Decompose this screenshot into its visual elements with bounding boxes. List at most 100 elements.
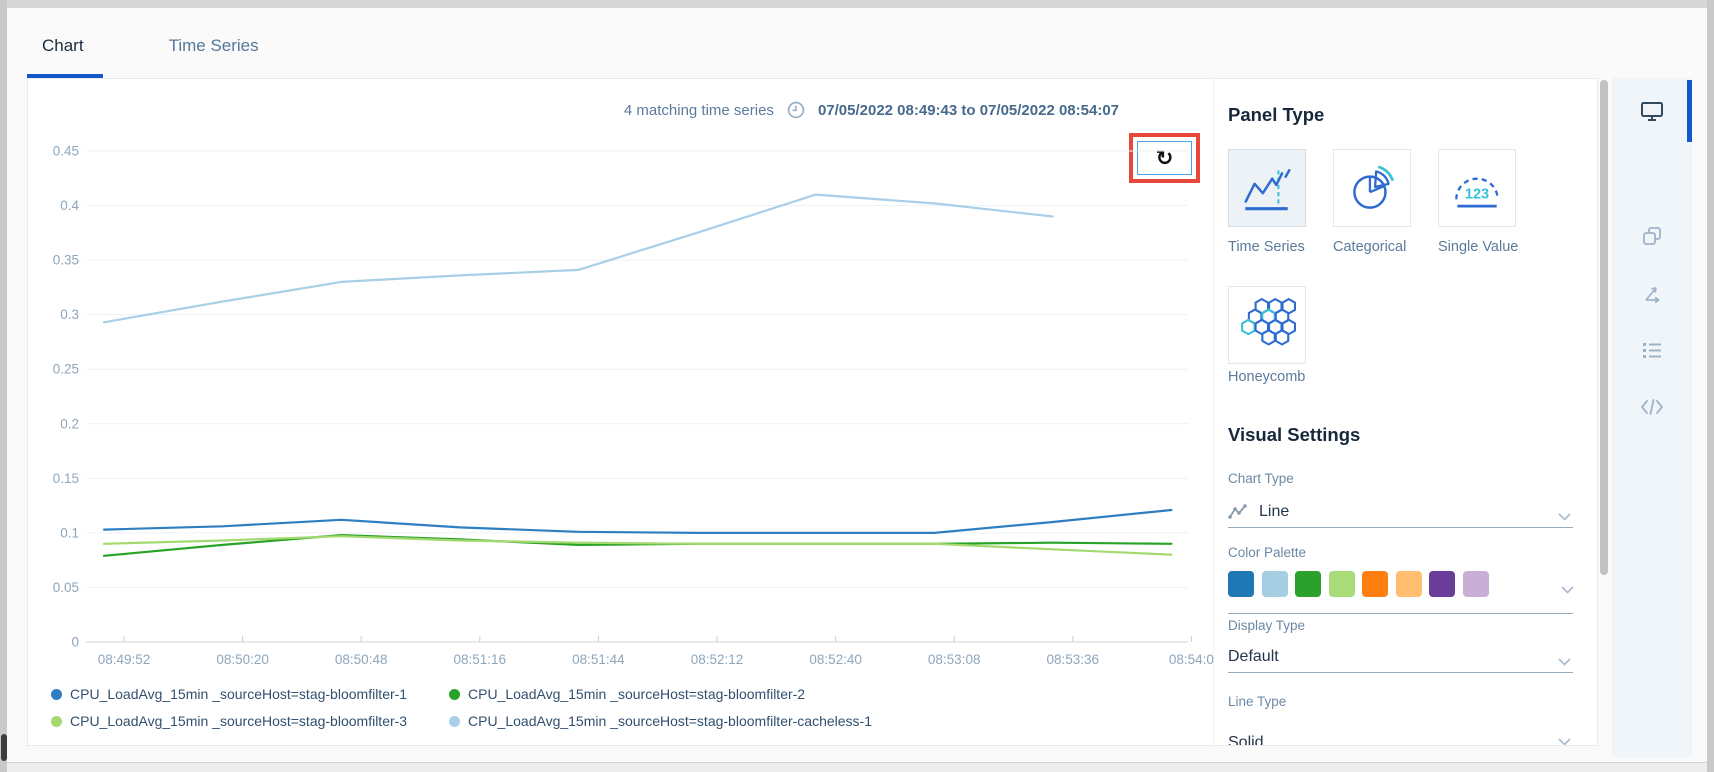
palette-swatch <box>1228 571 1254 597</box>
refresh-highlight-box: ↻ <box>1129 133 1200 183</box>
legend-item[interactable]: CPU_LoadAvg_15min _sourceHost=stag-bloom… <box>449 713 872 729</box>
panel-type-single-value-label: Single Value <box>1438 239 1519 255</box>
tab-time-series[interactable]: Time Series <box>168 36 259 55</box>
chart-editor-card: 4 matching time series 07/05/2022 08:49:… <box>27 78 1598 746</box>
series-line[interactable] <box>102 508 1173 534</box>
palette-underline <box>1228 613 1573 614</box>
chevron-down-icon <box>1558 508 1571 526</box>
tab-chart[interactable]: Chart <box>42 36 84 55</box>
line-type-label: Line Type <box>1228 694 1287 709</box>
chart-type-value: Line <box>1259 502 1290 520</box>
color-palette-label: Color Palette <box>1228 545 1307 560</box>
svg-text:0.1: 0.1 <box>60 525 79 540</box>
palette-swatch <box>1295 571 1321 597</box>
svg-text:0.4: 0.4 <box>60 198 79 213</box>
svg-text:0.05: 0.05 <box>53 580 79 595</box>
honeycomb-icon <box>1241 298 1296 346</box>
legend-series-name: CPU_LoadAvg_15min _sourceHost=stag-bloom… <box>70 686 408 702</box>
display-type-value: Default <box>1228 647 1279 665</box>
line-type-value: Solid <box>1228 734 1264 746</box>
window-horizontal-scrollbar-track[interactable] <box>0 762 1714 772</box>
active-tab-indicator <box>27 74 103 78</box>
panel-type-single-value[interactable]: 123 <box>1438 149 1516 227</box>
chevron-down-icon <box>1558 733 1571 745</box>
palette-swatch <box>1395 571 1422 597</box>
categorical-icon <box>1353 165 1395 209</box>
side-toolbar <box>1612 78 1692 758</box>
visual-settings-title: Visual Settings <box>1228 424 1361 445</box>
chart-type-label: Chart Type <box>1228 471 1294 486</box>
svg-text:08:51:44: 08:51:44 <box>572 652 625 667</box>
panel-type-honeycomb[interactable] <box>1228 286 1306 364</box>
svg-text:08:52:12: 08:52:12 <box>691 652 744 667</box>
svg-text:08:53:08: 08:53:08 <box>928 652 981 667</box>
palette-swatch <box>1362 571 1388 597</box>
palette-swatch <box>1429 571 1455 597</box>
svg-text:0.3: 0.3 <box>60 307 79 322</box>
legend-color-dot <box>449 715 460 727</box>
toolbar-active-indicator <box>1687 80 1692 142</box>
window-frame-right <box>1707 0 1714 772</box>
panel-divider <box>1213 79 1214 745</box>
legend-color-dot <box>449 688 460 700</box>
line-chart-type-icon <box>1228 504 1247 519</box>
svg-text:0.2: 0.2 <box>60 416 79 431</box>
legend-color-dot <box>51 688 62 700</box>
settings-panel-scrollbar[interactable] <box>1600 80 1608 575</box>
panel-type-time-series[interactable] <box>1228 149 1306 227</box>
clock-icon <box>787 101 805 119</box>
palette-swatch <box>1462 571 1489 597</box>
svg-text:08:49:52: 08:49:52 <box>98 652 151 667</box>
color-palette-select[interactable] <box>1228 571 1489 597</box>
chevron-down-icon <box>1561 581 1595 599</box>
svg-text:08:53:36: 08:53:36 <box>1047 652 1100 667</box>
svg-text:08:54:0: 08:54:0 <box>1169 652 1214 667</box>
code-icon[interactable] <box>1612 376 1692 438</box>
svg-text:08:51:16: 08:51:16 <box>454 652 507 667</box>
legend-series-name: CPU_LoadAvg_15min _sourceHost=stag-bloom… <box>70 713 408 729</box>
svg-text:08:52:40: 08:52:40 <box>809 652 862 667</box>
single-value-icon: 123 <box>1455 177 1499 208</box>
svg-text:08:50:20: 08:50:20 <box>216 652 269 667</box>
time-series-icon <box>1244 168 1291 211</box>
legend-item[interactable]: CPU_LoadAvg_15min _sourceHost=stag-bloom… <box>51 686 407 702</box>
chart-header: 4 matching time series 07/05/2022 08:49:… <box>624 101 1119 119</box>
refresh-icon: ↻ <box>1155 146 1174 170</box>
list-icon[interactable] <box>1612 319 1692 381</box>
palette-swatch <box>1328 571 1355 597</box>
window-frame-left <box>0 0 7 772</box>
svg-text:0.15: 0.15 <box>53 471 79 486</box>
display-type-select[interactable]: Default <box>1228 641 1573 673</box>
chart-type-select[interactable]: Line <box>1228 496 1573 528</box>
svg-text:0: 0 <box>71 635 79 650</box>
series-line[interactable] <box>102 193 1054 324</box>
legend-color-dot <box>51 715 62 727</box>
window-scrollbar-thumb[interactable] <box>1 734 7 761</box>
panel-type-categorical[interactable] <box>1333 149 1411 227</box>
palette-swatch <box>1261 571 1288 597</box>
legend-item[interactable]: CPU_LoadAvg_15min _sourceHost=stag-bloom… <box>51 713 407 729</box>
time-series-chart[interactable]: 0 0.05 0.1 0.15 0.2 0.25 0.3 0.35 0.4 0.45 08:49:5… <box>28 79 1218 699</box>
svg-text:0.25: 0.25 <box>53 362 79 377</box>
svg-text:0.45: 0.45 <box>53 144 79 159</box>
window-frame-top <box>0 0 1714 8</box>
axes-icon[interactable] <box>1612 262 1692 324</box>
time-range-label[interactable]: 07/05/2022 08:49:43 to 07/05/2022 08:54:… <box>817 101 1119 119</box>
matching-series-count: 4 matching time series <box>623 101 774 119</box>
panel-type-title: Panel Type <box>1228 104 1325 125</box>
legend-item[interactable]: CPU_LoadAvg_15min _sourceHost=stag-bloom… <box>449 686 805 702</box>
line-type-select[interactable]: Solid <box>1228 727 1573 746</box>
display-type-label: Display Type <box>1228 618 1306 633</box>
panel-type-time-series-label: Time Series <box>1228 239 1305 255</box>
legend-series-name: CPU_LoadAvg_15min _sourceHost=stag-bloom… <box>468 686 806 702</box>
svg-text:123: 123 <box>1465 186 1489 202</box>
refresh-button[interactable]: ↻ <box>1137 141 1192 175</box>
svg-text:0.35: 0.35 <box>53 253 79 268</box>
chevron-down-icon <box>1558 653 1571 671</box>
svg-text:08:50:48: 08:50:48 <box>335 652 388 667</box>
monitor-icon[interactable] <box>1612 80 1692 142</box>
series-line[interactable] <box>102 535 1173 556</box>
duplicate-icon[interactable] <box>1612 205 1692 267</box>
legend-series-name: CPU_LoadAvg_15min _sourceHost=stag-bloom… <box>468 713 873 729</box>
panel-type-categorical-label: Categorical <box>1333 239 1407 255</box>
